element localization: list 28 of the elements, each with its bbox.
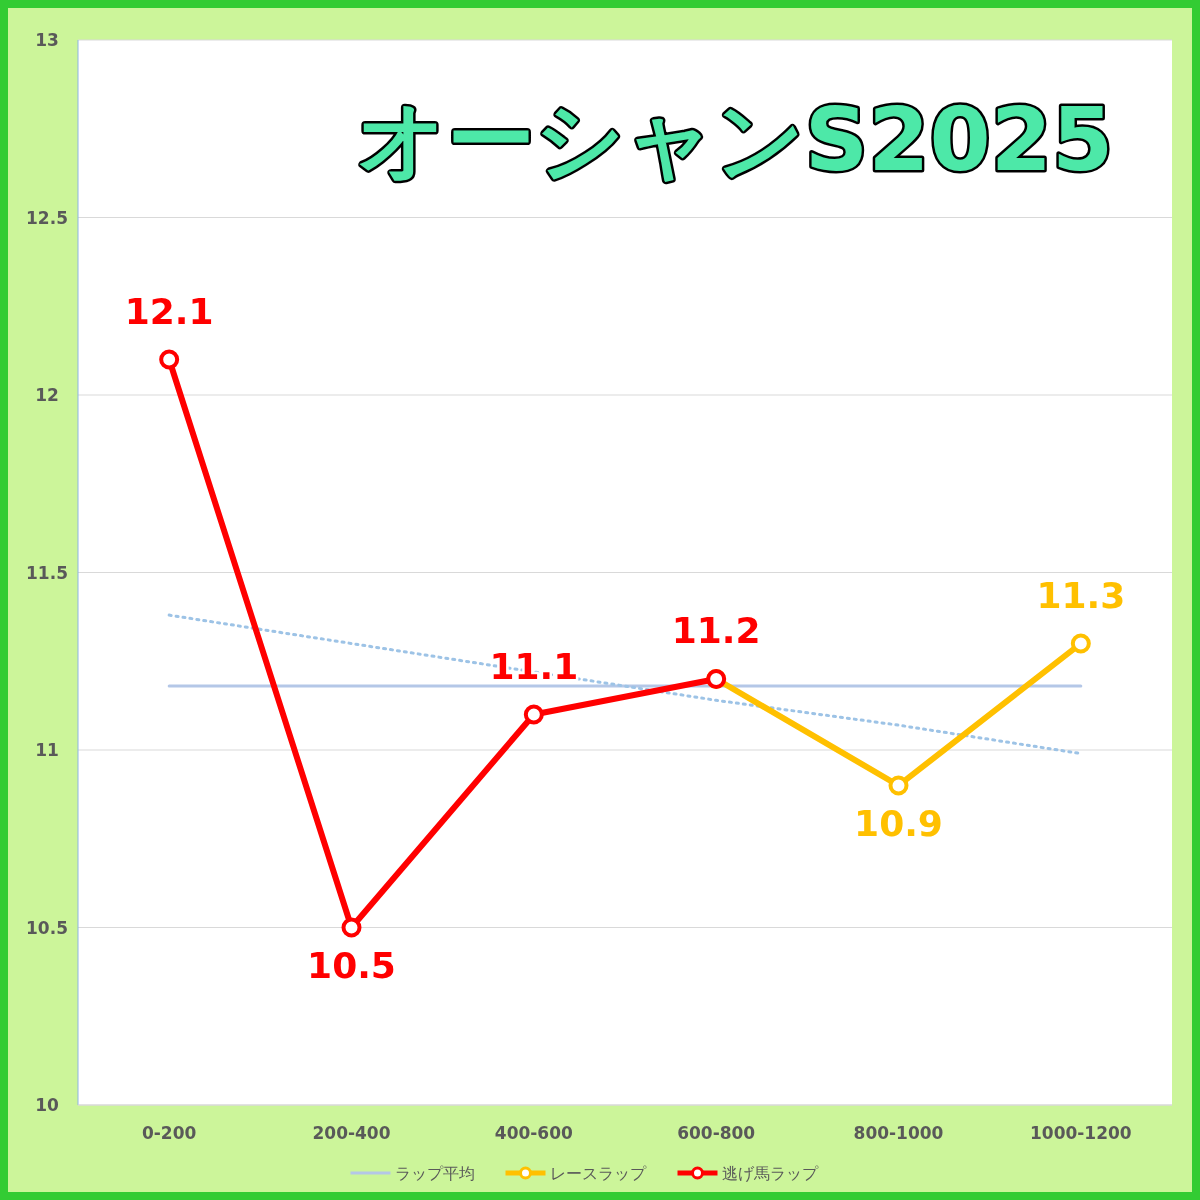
- data-label: 11.1: [489, 645, 579, 687]
- legend-label: レースラップ: [549, 1164, 647, 1183]
- y-tick-label: 11: [35, 740, 59, 760]
- x-tick-label: 800-1000: [853, 1123, 944, 1143]
- point: [523, 704, 544, 725]
- data-label: 10.5: [307, 944, 396, 986]
- x-tick-label: 400-600: [494, 1123, 574, 1143]
- y-tick-label: 12: [35, 385, 59, 405]
- y-tick-label: 10.5: [26, 917, 68, 938]
- text: オーシャンS2025: [356, 88, 1114, 191]
- x-tick-label: 200-400: [312, 1123, 391, 1143]
- y-tick-label: 10: [35, 1095, 59, 1115]
- legend-label: ラップ平均: [394, 1164, 475, 1183]
- x-tick-label: 0-200: [141, 1123, 197, 1143]
- x-tick-label: 600-800: [677, 1123, 756, 1143]
- point: [159, 349, 180, 370]
- data-label: 10.9: [854, 802, 943, 844]
- x-tick-label: 1000-1200: [1029, 1123, 1132, 1143]
- data-label: 11.2: [671, 610, 761, 651]
- point: [888, 775, 909, 796]
- point: [341, 917, 362, 938]
- data-label: 12.1: [124, 290, 214, 332]
- y-tick-label: 11.5: [26, 562, 68, 583]
- legend-label: 逃げ馬ラップ: [721, 1164, 819, 1183]
- y-tick-label: 12.5: [26, 207, 68, 228]
- y-tick-label: 13: [35, 30, 59, 50]
- data-label: 11.3: [1036, 574, 1126, 616]
- point: [1070, 633, 1091, 654]
